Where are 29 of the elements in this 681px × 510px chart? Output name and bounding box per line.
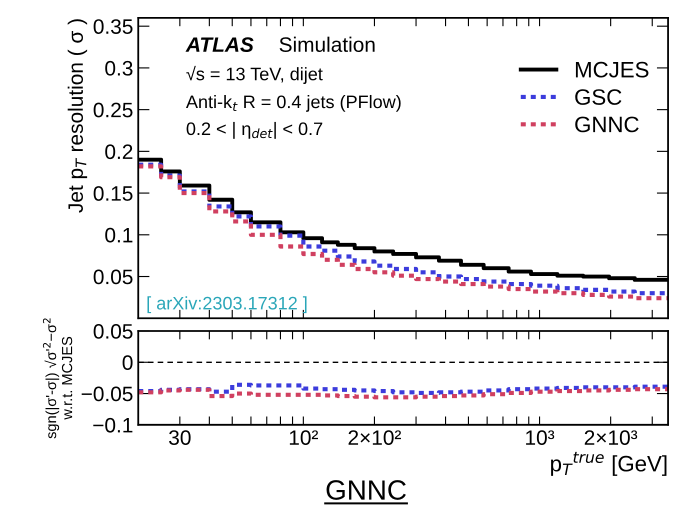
x-tick-label: 2×10³ <box>584 430 638 445</box>
x-tick-label: 10³ <box>526 430 554 445</box>
x-axis-title: p$_{T}$$^{true}$ [GeV] <box>551 452 666 476</box>
y-axis-title: Jet p$_{T}$ resolution ( σ ) <box>68 19 88 213</box>
annotation: Simulation <box>280 36 375 52</box>
text: sgn(|σ'-σ|) √σ'$^{2}$−σ$^{2}$ w.r.t. MCJES <box>42 318 72 438</box>
x-tick-label: 30 <box>169 430 191 445</box>
y-tick-label: 0.05 <box>94 324 133 339</box>
annotation: [ arXiv:2303.17312 ] <box>147 296 307 314</box>
y-tick-label: 0.35 <box>94 19 133 34</box>
annotation: ATLAS <box>186 37 254 52</box>
y-tick-label: 0.05 <box>94 270 133 284</box>
annotation: Anti-k$_{t}$ R = 0.4 jets (PFlow) <box>186 94 401 112</box>
x-tick-label: 10² <box>290 430 318 445</box>
y-tick-label: 0 <box>122 355 133 370</box>
y-tick-label: −0.05 <box>82 386 133 402</box>
y-tick-label: 0.1 <box>105 228 132 243</box>
legend-label: GSC <box>575 89 622 105</box>
y-tick-label: −0.1 <box>93 418 132 433</box>
y-tick-label: 0.2 <box>105 144 132 160</box>
annotation: √s = 13 TeV, dijet <box>186 66 323 84</box>
y-tick-label: 0.3 <box>105 60 132 76</box>
y-tick-label: 0.15 <box>94 186 133 201</box>
legend-label: MCJES <box>576 62 648 78</box>
x-tick-label: 2×10² <box>348 430 401 445</box>
legend-label: GNNC <box>575 116 639 132</box>
text: GNNC <box>326 480 406 500</box>
y-tick-label: 0.25 <box>94 102 133 118</box>
annotation: 0.2 < | η$_{det}$| < 0.7 <box>186 122 322 139</box>
